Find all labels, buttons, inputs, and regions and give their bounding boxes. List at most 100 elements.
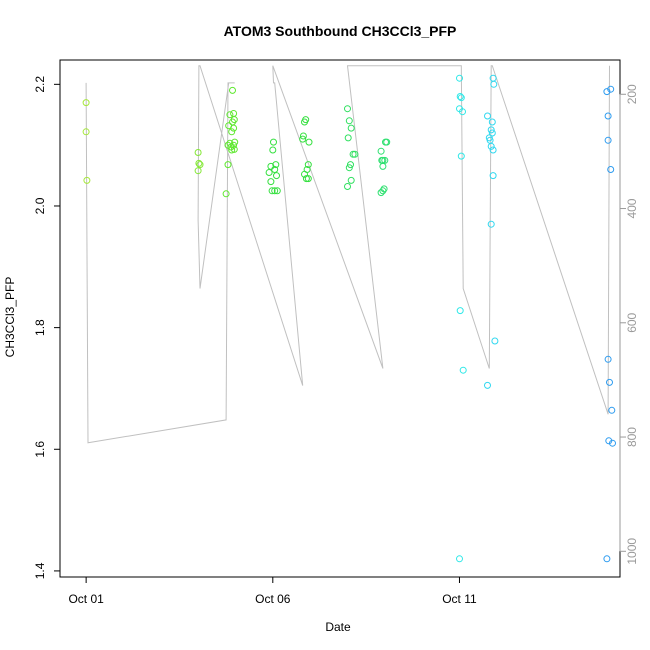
data-point bbox=[230, 145, 238, 153]
data-point bbox=[194, 167, 202, 175]
data-point bbox=[347, 161, 354, 169]
data-point bbox=[377, 147, 385, 155]
data-point bbox=[267, 178, 275, 186]
data-point bbox=[304, 175, 312, 183]
data-point bbox=[488, 129, 496, 137]
data-point bbox=[380, 185, 388, 193]
y-tick-label: 1.6 bbox=[33, 441, 47, 458]
data-point bbox=[273, 187, 281, 195]
data-point bbox=[271, 166, 279, 173]
data-point bbox=[272, 161, 280, 169]
data-point bbox=[487, 142, 495, 150]
data-point bbox=[456, 74, 463, 82]
data-point bbox=[226, 111, 234, 119]
y2-tick-label: 1000 bbox=[625, 538, 639, 565]
data-point bbox=[228, 146, 236, 154]
data-point bbox=[459, 108, 466, 116]
data-point bbox=[344, 105, 351, 113]
data-point bbox=[302, 175, 310, 183]
data-point bbox=[383, 138, 391, 146]
data-point bbox=[347, 176, 355, 184]
data-point bbox=[196, 161, 204, 169]
chart-title: ATOM3 Southbound CH3CCl3_PFP bbox=[224, 23, 457, 39]
data-point bbox=[230, 141, 238, 149]
y-axis: 1.4 1.6 1.8 2.0 2.2 bbox=[33, 76, 61, 579]
x-axis: Oct 01 Oct 06 Oct 11 bbox=[68, 576, 477, 606]
data-point bbox=[456, 307, 464, 315]
data-point bbox=[230, 116, 238, 124]
data-point bbox=[379, 187, 387, 195]
data-point bbox=[488, 118, 496, 126]
data-point bbox=[82, 128, 90, 136]
data-point bbox=[604, 112, 612, 120]
data-point bbox=[487, 220, 495, 228]
data-point bbox=[299, 132, 307, 140]
data-point bbox=[459, 366, 467, 374]
y-axis-label: CH3CCl3_PFP bbox=[3, 277, 17, 358]
data-point bbox=[603, 555, 611, 563]
x-tick-label: Oct 01 bbox=[68, 592, 104, 606]
data-point bbox=[83, 176, 91, 184]
data-point bbox=[271, 187, 279, 195]
y-tick-label: 1.4 bbox=[33, 562, 47, 579]
data-point bbox=[490, 80, 498, 88]
y2-tick-label: 200 bbox=[625, 84, 639, 104]
y-tick-label: 1.8 bbox=[33, 319, 47, 336]
data-point bbox=[604, 136, 612, 144]
data-point bbox=[299, 135, 307, 143]
data-point bbox=[457, 152, 465, 160]
data-point bbox=[379, 162, 387, 170]
data-point bbox=[194, 149, 202, 156]
y2-tick-label: 400 bbox=[625, 198, 639, 218]
data-point bbox=[270, 138, 277, 146]
points-group bbox=[82, 74, 616, 563]
data-point bbox=[82, 99, 90, 107]
data-point bbox=[381, 156, 389, 164]
data-point bbox=[230, 124, 238, 132]
data-point bbox=[222, 190, 230, 198]
data-point bbox=[487, 126, 495, 134]
data-point bbox=[302, 116, 310, 124]
y-tick-label: 2.0 bbox=[33, 197, 47, 214]
data-point bbox=[608, 406, 616, 414]
data-point bbox=[605, 437, 613, 445]
data-point bbox=[604, 355, 612, 363]
data-point bbox=[603, 88, 611, 96]
profile-line-group bbox=[85, 65, 610, 444]
data-point bbox=[607, 166, 615, 173]
data-point bbox=[345, 117, 353, 125]
data-point bbox=[269, 146, 277, 154]
data-point bbox=[344, 183, 351, 190]
plot-frame bbox=[59, 59, 621, 578]
y2-axis: 200 400 600 800 1000 bbox=[619, 84, 639, 565]
data-point bbox=[456, 555, 463, 563]
data-point bbox=[305, 138, 313, 146]
data-point bbox=[489, 146, 497, 154]
data-point bbox=[231, 138, 239, 146]
data-point bbox=[609, 439, 616, 447]
y2-tick-label: 600 bbox=[625, 312, 639, 332]
data-point bbox=[606, 378, 613, 386]
data-point bbox=[456, 93, 464, 100]
data-point bbox=[303, 166, 311, 173]
data-point bbox=[457, 94, 465, 102]
x-axis-label: Date bbox=[325, 620, 351, 634]
data-point bbox=[273, 172, 280, 180]
x-tick-label: Oct 11 bbox=[442, 592, 477, 606]
data-point bbox=[345, 164, 353, 172]
x-tick-label: Oct 06 bbox=[255, 592, 291, 606]
profile-line bbox=[85, 65, 610, 444]
data-point bbox=[230, 110, 238, 117]
data-point bbox=[224, 161, 232, 169]
data-point bbox=[607, 85, 615, 93]
y-tick-label: 2.2 bbox=[33, 76, 47, 93]
data-point bbox=[484, 381, 491, 389]
data-point bbox=[226, 139, 234, 147]
data-point bbox=[195, 159, 203, 167]
data-point bbox=[304, 161, 312, 169]
data-point bbox=[491, 337, 499, 345]
y2-tick-label: 800 bbox=[625, 427, 639, 447]
data-point bbox=[484, 112, 491, 120]
data-point bbox=[268, 187, 276, 195]
